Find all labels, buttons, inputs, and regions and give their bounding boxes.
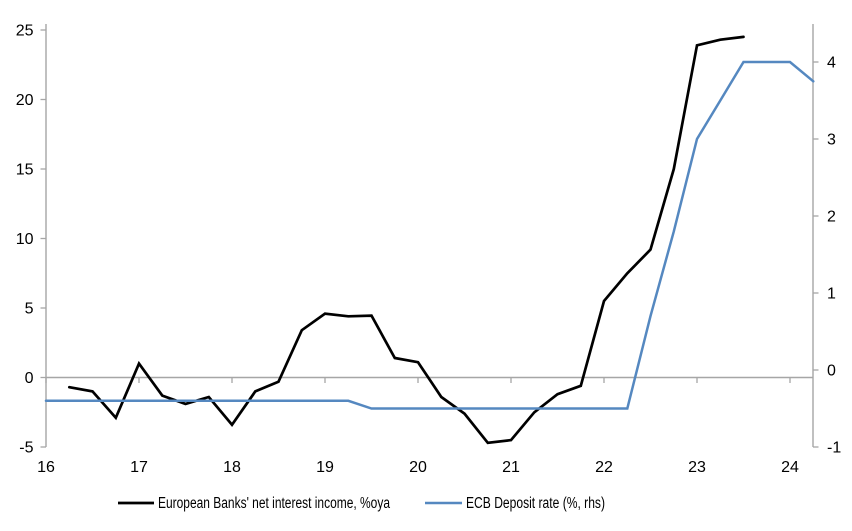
legend: European Banks' net interest income, %oy…: [118, 495, 605, 512]
series-line-nii: [67, 35, 745, 445]
y-left-tick-label: 10: [16, 231, 34, 248]
x-tick-label: 16: [37, 459, 55, 476]
x-tick-label: 21: [502, 459, 520, 476]
series-line-ecb: [44, 60, 815, 410]
y-left-tick-label: 0: [25, 370, 34, 387]
x-tick-label: 23: [688, 459, 706, 476]
y-right-tick-label: 4: [827, 55, 836, 72]
y-right-tick-label: 3: [827, 132, 836, 149]
y-left-tick-label: 25: [16, 23, 34, 40]
y-left-tick-label: 5: [25, 301, 34, 318]
x-tick-label: 20: [409, 459, 427, 476]
y-left-tick-label: 15: [16, 162, 34, 179]
y-right-tick-label: 0: [827, 363, 836, 380]
y-right-tick-label: -1: [827, 440, 841, 457]
x-tick-label: 22: [595, 459, 613, 476]
x-tick-label: 18: [223, 459, 241, 476]
y-left-tick-label: 20: [16, 92, 34, 109]
y-left-tick-label: -5: [19, 440, 33, 457]
legend-label-nii: European Banks' net interest income, %oy…: [158, 495, 390, 512]
x-tick-label: 19: [316, 459, 334, 476]
x-tick-label: 24: [781, 459, 799, 476]
legend-label-ecb: ECB Deposit rate (%, rhs): [466, 495, 605, 512]
y-right-tick-label: 1: [827, 286, 836, 303]
x-tick-label: 17: [130, 459, 148, 476]
y-right-tick-label: 2: [827, 209, 836, 226]
